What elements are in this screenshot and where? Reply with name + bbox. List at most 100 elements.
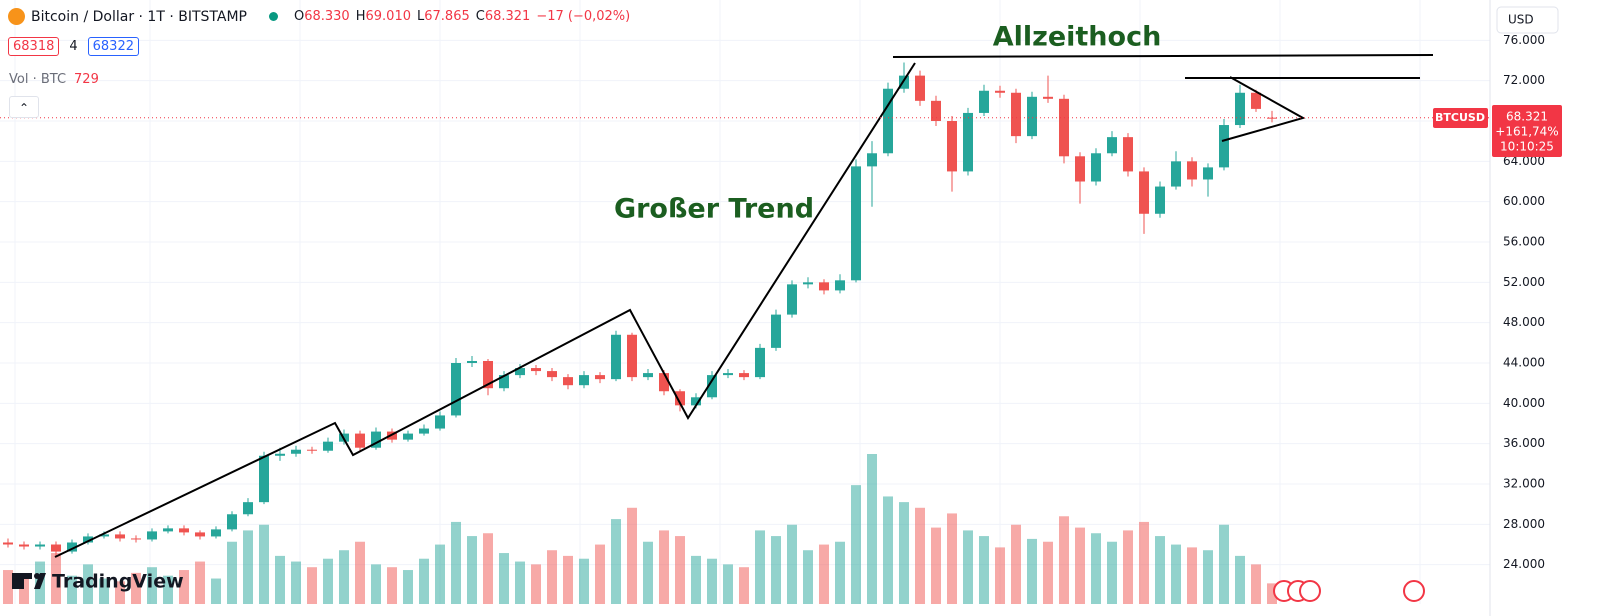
- volume-bar: [195, 561, 205, 604]
- ohlc-label: H: [355, 9, 366, 24]
- price-box: [1492, 105, 1562, 157]
- market-status[interactable]: [268, 12, 278, 21]
- candle-body: [1091, 153, 1101, 182]
- volume-bar: [115, 581, 125, 604]
- volume-bar: [515, 561, 525, 604]
- volume-bar: [211, 578, 221, 604]
- volume-bar: [243, 530, 253, 604]
- candle-body: [243, 502, 253, 515]
- candle-body: [611, 334, 621, 380]
- candle-body: [1139, 171, 1149, 214]
- candle-body: [963, 112, 973, 172]
- event-flags: [1273, 580, 1425, 602]
- candle-body: [627, 334, 637, 378]
- candle-body: [275, 453, 285, 456]
- drawings: [54, 54, 1434, 558]
- volume-bar: [259, 524, 269, 604]
- volume-bar: [307, 567, 317, 604]
- brand: TradingView: [52, 571, 184, 593]
- y-tick-label: 76.000: [1503, 33, 1545, 47]
- volume-bar: [851, 485, 861, 604]
- volume-bar: [627, 507, 637, 604]
- symbol: BTCUSD: [1435, 111, 1485, 124]
- trend-line: [54, 62, 916, 558]
- candle-body: [867, 153, 877, 167]
- annotation: Großer Trend: [614, 194, 814, 225]
- candle-body: [803, 282, 813, 285]
- volume-bar: [1171, 544, 1181, 604]
- bid-ask: 68318 4 68322: [8, 37, 139, 56]
- candle-body: [115, 534, 125, 539]
- volume-bar: [1059, 516, 1069, 604]
- volume-bar: [563, 555, 573, 604]
- ask[interactable]: 68322: [87, 37, 139, 56]
- ohlc-label: O: [293, 9, 305, 24]
- y-tick-label: 64.000: [1503, 154, 1545, 168]
- volume-bar: [387, 567, 397, 604]
- volume-bar: [1219, 524, 1229, 604]
- volume-bar: [3, 570, 13, 604]
- volume-bar: [1011, 524, 1021, 604]
- volume-bar: [467, 536, 477, 604]
- title: Bitcoin / Dollar · 1T · BITSTAMP: [31, 8, 247, 25]
- volume-bar: [755, 530, 765, 604]
- candle-body: [499, 375, 509, 389]
- volume-bar: [723, 564, 733, 604]
- candle-body: [35, 544, 45, 547]
- candle-body: [563, 377, 573, 386]
- coin-icon: [8, 8, 25, 25]
- ohlc-value: 67.865: [424, 9, 470, 24]
- volume-bar: [451, 521, 461, 604]
- volume-bar: [1027, 538, 1037, 604]
- candle-body: [1155, 186, 1165, 214]
- y-tick-label: 40.000: [1503, 396, 1545, 410]
- candle-body: [227, 514, 237, 530]
- candle-body: [851, 166, 861, 281]
- volume-bar: [819, 544, 829, 604]
- candle-body: [307, 449, 317, 451]
- candle-body: [291, 449, 301, 454]
- candle-body: [643, 373, 653, 378]
- candle-body: [947, 121, 957, 172]
- candle-body: [835, 280, 845, 291]
- candle-body: [1171, 161, 1181, 187]
- candle-body: [1075, 156, 1085, 182]
- volume-bar: [771, 536, 781, 604]
- currency-button[interactable]: [1496, 6, 1559, 34]
- candle-body: [995, 90, 1005, 93]
- candle-body: [1235, 92, 1245, 126]
- candle-body: [371, 431, 381, 448]
- volume-bar: [691, 555, 701, 604]
- volume-bar: [659, 530, 669, 604]
- candle-body: [595, 375, 605, 380]
- y-tick-label: 24.000: [1503, 557, 1545, 571]
- volume-bar: [595, 544, 605, 604]
- candle-body: [531, 368, 541, 372]
- volume-bar: [163, 575, 173, 604]
- ohlc-value: 68.321: [484, 9, 531, 24]
- ath-line: [892, 54, 1434, 58]
- candle-body: [435, 415, 445, 429]
- triangle: [1221, 76, 1306, 142]
- volume-legend: Vol · BTC 729: [9, 72, 99, 87]
- volume-bar: [99, 578, 109, 604]
- bid[interactable]: 68318: [8, 37, 60, 56]
- volume-bar: [643, 541, 653, 604]
- candle-body: [19, 544, 29, 547]
- candle-body: [467, 360, 477, 364]
- ohlc-value: 69.010: [365, 9, 412, 24]
- volume-bar: [291, 561, 301, 604]
- y-tick-label: 48.000: [1503, 315, 1545, 329]
- volume-bar: [67, 575, 77, 604]
- candle-body: [483, 360, 493, 389]
- volume-bar: [1203, 550, 1213, 604]
- annotation: Allzeithoch: [993, 22, 1162, 53]
- symbol-tag: [1433, 108, 1488, 128]
- currency[interactable]: USD: [1508, 13, 1534, 27]
- volume-bar: [323, 558, 333, 604]
- candle-body: [787, 284, 797, 315]
- y-tick-label: 56.000: [1503, 235, 1545, 249]
- collapse-button[interactable]: ⌃: [9, 96, 39, 118]
